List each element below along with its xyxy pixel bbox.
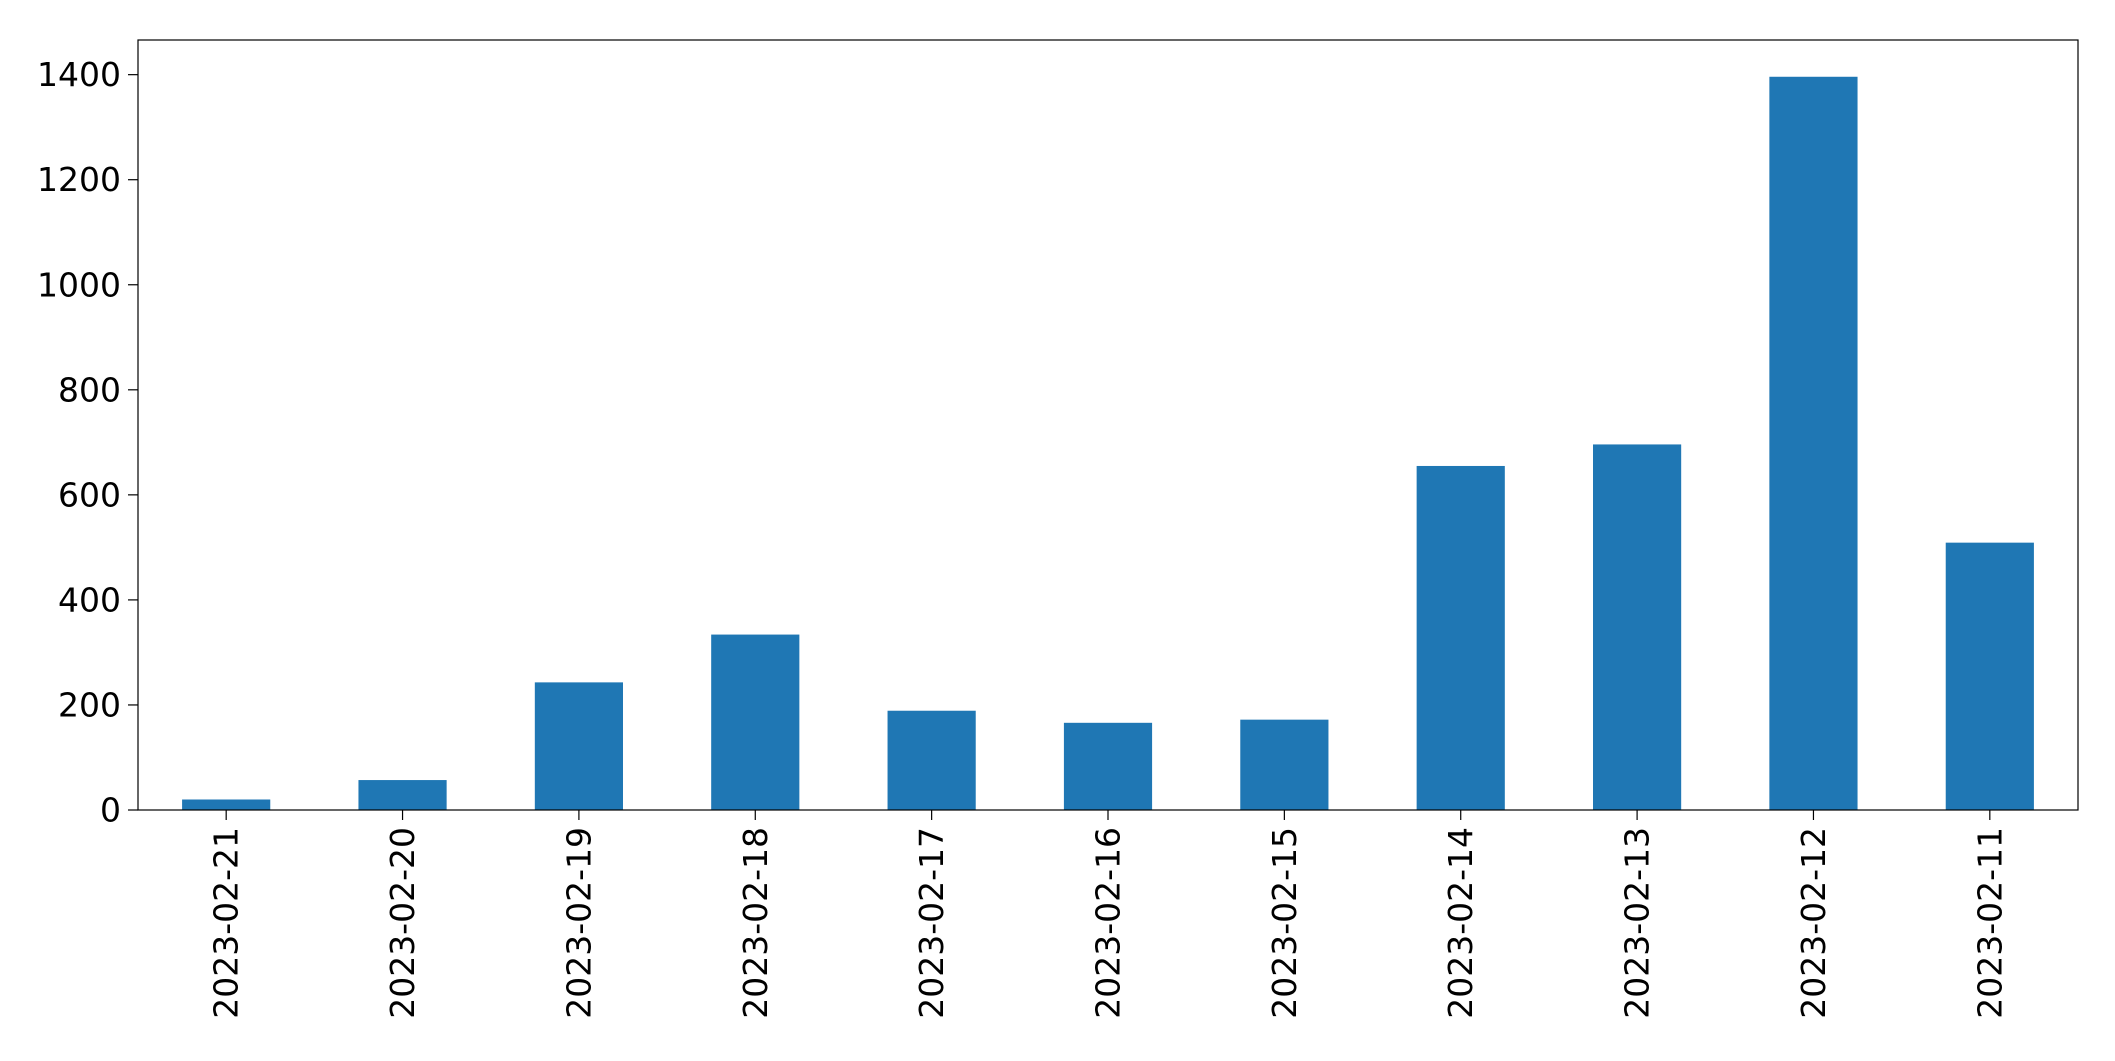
bar-2023-02-17 [887,710,976,810]
bars-layer [182,76,2034,810]
y-tick-label: 600 [58,475,121,514]
y-tick-label: 1400 [37,55,121,94]
bar-2023-02-19 [534,682,623,810]
x-tick-label: 2023-02-13 [1618,827,1657,1019]
bar-2023-02-11 [1945,542,2034,810]
x-tick-label: 2023-02-21 [207,827,246,1019]
x-tick-label: 2023-02-15 [1265,827,1304,1019]
bar-2023-02-13 [1593,444,1682,810]
bar-2023-02-21 [182,799,271,810]
x-tick-label: 2023-02-11 [1970,827,2009,1019]
x-tick-label: 2023-02-12 [1794,827,1833,1019]
x-tick-label: 2023-02-20 [383,827,422,1019]
x-axis: 2023-02-21 2023-02-20 2023-02-19 2023-02-18… [207,810,2009,1019]
y-tick-label: 200 [58,685,121,724]
bar-2023-02-18 [711,634,800,810]
x-tick-label: 2023-02-18 [736,827,775,1019]
y-tick-label: 1000 [37,265,121,304]
y-tick-label: 800 [58,370,121,409]
x-tick-label: 2023-02-16 [1089,827,1128,1019]
x-tick-label: 2023-02-19 [559,827,598,1019]
bar-2023-02-14 [1416,465,1505,810]
bar-2023-02-15 [1240,719,1329,810]
x-tick-label: 2023-02-17 [912,827,951,1019]
y-axis: 0 200 400 600 800 1000 1200 1400 [37,55,138,830]
bar-2023-02-20 [358,780,447,810]
bar-2023-02-12 [1769,76,1858,810]
x-tick-label: 2023-02-14 [1441,827,1480,1019]
y-tick-label: 1200 [37,160,121,199]
y-tick-label: 0 [100,791,121,830]
bar-2023-02-16 [1063,722,1153,810]
y-tick-label: 400 [58,580,121,619]
